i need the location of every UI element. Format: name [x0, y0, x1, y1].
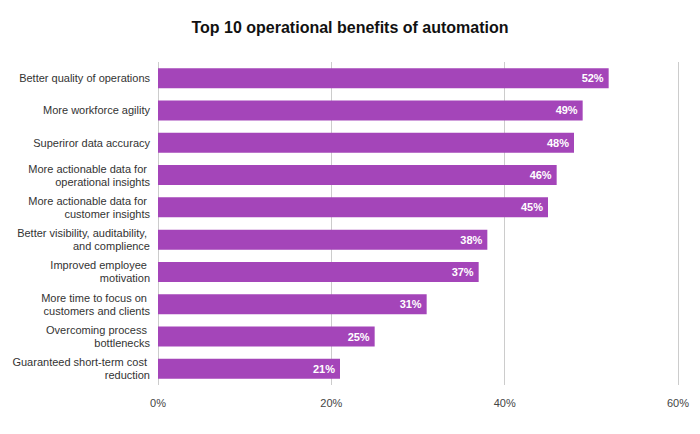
svg-text:0%: 0%	[150, 397, 166, 409]
svg-text:More workforce agility: More workforce agility	[43, 104, 150, 116]
svg-text:customer insights: customer insights	[64, 208, 150, 220]
svg-text:reduction: reduction	[105, 369, 150, 381]
svg-text:31%: 31%	[400, 298, 422, 310]
svg-text:49%: 49%	[556, 104, 578, 116]
svg-text:Superiror data accuracy: Superiror data accuracy	[33, 137, 150, 149]
svg-text:40%: 40%	[494, 397, 516, 409]
svg-text:45%: 45%	[521, 201, 543, 213]
svg-text:20%: 20%	[320, 397, 342, 409]
svg-text:Top 10 operational benefits of: Top 10 operational benefits of automatio…	[191, 19, 508, 36]
svg-text:38%: 38%	[460, 234, 482, 246]
svg-text:operational insights: operational insights	[55, 176, 150, 188]
svg-text:Better quality of operations: Better quality of operations	[19, 72, 150, 84]
svg-text:25%: 25%	[348, 331, 370, 343]
svg-text:46%: 46%	[530, 169, 552, 181]
svg-text:bottlenecks: bottlenecks	[94, 337, 150, 349]
svg-text:More actionable data for: More actionable data for	[28, 163, 150, 175]
svg-text:37%: 37%	[452, 266, 474, 278]
svg-text:and complience: and complience	[73, 240, 150, 252]
svg-text:52%: 52%	[582, 72, 604, 84]
svg-text:customers and clients: customers and clients	[44, 305, 151, 317]
svg-text:motivation: motivation	[100, 272, 150, 284]
svg-text:Overcoming process: Overcoming process	[46, 324, 150, 336]
svg-text:60%: 60%	[667, 397, 689, 409]
svg-text:Improved employee: Improved employee	[50, 259, 150, 271]
svg-text:More actionable data for: More actionable data for	[28, 195, 150, 207]
svg-text:Guaranteed short-term cost: Guaranteed short-term cost	[12, 356, 150, 368]
svg-text:48%: 48%	[547, 137, 569, 149]
svg-text:Better visibility, auditabilit: Better visibility, auditability,	[17, 227, 150, 239]
svg-text:More time to focus on: More time to focus on	[41, 292, 150, 304]
svg-text:21%: 21%	[313, 363, 335, 375]
